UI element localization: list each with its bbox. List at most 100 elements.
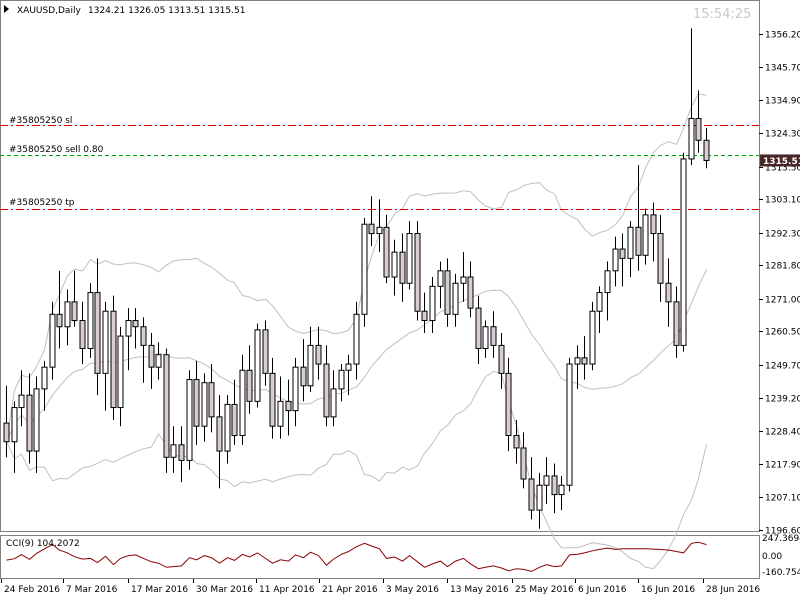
candle xyxy=(391,239,398,296)
candle xyxy=(574,345,581,389)
candle xyxy=(49,301,56,380)
price-tick-label: 1324.30 xyxy=(765,130,800,140)
candle-body xyxy=(581,357,588,365)
candle xyxy=(657,214,664,302)
candle-body xyxy=(657,233,664,284)
candle xyxy=(170,426,177,473)
candle xyxy=(292,357,299,427)
candle-body xyxy=(619,248,626,259)
candle-body xyxy=(528,478,535,511)
candle xyxy=(688,28,695,166)
candle-body xyxy=(132,320,139,328)
candle xyxy=(452,273,459,327)
candle-body xyxy=(543,475,550,486)
candle xyxy=(551,463,558,514)
candle-body xyxy=(688,118,695,160)
sell-line-label: #35805250 sell 0.80 xyxy=(9,145,104,155)
candle xyxy=(604,261,611,321)
candle xyxy=(558,475,565,511)
price-tick-label: 1207.10 xyxy=(765,494,800,504)
candle-body xyxy=(399,251,406,284)
candle-body xyxy=(695,118,702,141)
candle xyxy=(703,127,710,169)
candle xyxy=(665,258,672,327)
candle-body xyxy=(315,344,322,365)
main-chart-frame xyxy=(0,0,760,532)
candle xyxy=(589,301,596,371)
candle xyxy=(94,258,101,396)
candle-body xyxy=(596,292,603,312)
candle-body xyxy=(231,403,238,437)
candle-body xyxy=(520,447,527,480)
candle-body xyxy=(414,233,421,312)
candle-body xyxy=(536,484,543,511)
candle xyxy=(520,432,527,489)
candle-body xyxy=(338,369,345,390)
candle-body xyxy=(574,357,581,365)
candle xyxy=(87,283,94,358)
candle xyxy=(33,376,40,473)
cci-panel-frame xyxy=(0,535,760,579)
collapse-arrow-icon[interactable] xyxy=(4,5,9,13)
symbol-header: XAUUSD,Daily 1324.21 1326.05 1313.51 131… xyxy=(4,5,245,16)
candle xyxy=(695,90,702,153)
cci-tick-label: -160.7548 xyxy=(762,568,800,578)
time-tick-label: 28 Jun 2016 xyxy=(706,585,760,595)
candle-body xyxy=(110,310,117,409)
candle-body xyxy=(300,366,307,387)
candle-body xyxy=(56,313,63,328)
candle xyxy=(505,357,512,452)
candle-body xyxy=(26,394,33,452)
candle-body xyxy=(490,326,497,346)
candle xyxy=(467,261,474,318)
candle-body xyxy=(292,366,299,412)
candle xyxy=(140,317,147,383)
price-tick-label: 1249.70 xyxy=(765,362,800,372)
candle xyxy=(300,339,307,402)
candle-body xyxy=(216,416,223,452)
price-axis[interactable]: 1356.20 1345.70 1334.90 1324.30 1313.50 1303.… xyxy=(759,31,800,537)
price-tick-label: 1334.90 xyxy=(765,97,800,107)
candle xyxy=(406,221,413,290)
candle-body xyxy=(33,388,40,452)
candle-body xyxy=(307,344,314,387)
candle-body xyxy=(94,292,101,374)
candle-body xyxy=(239,369,246,437)
candle-body xyxy=(285,400,292,412)
server-clock: 15:54:25 xyxy=(693,7,751,22)
candle xyxy=(513,419,520,464)
candle-body xyxy=(87,292,94,350)
candle-body xyxy=(3,422,10,443)
price-tick-label: 1303.10 xyxy=(765,196,800,206)
candle xyxy=(353,301,360,380)
candle xyxy=(155,342,162,380)
candle-body xyxy=(125,320,132,337)
candle-body xyxy=(482,326,489,350)
candle-body xyxy=(406,233,413,284)
cci-tick-label: 247.3694 xyxy=(762,534,800,544)
candle xyxy=(125,308,132,371)
candle-body xyxy=(361,223,368,315)
time-axis[interactable]: 24 Feb 2016 7 Mar 2016 17 Mar 2016 30 Mar 2… xyxy=(1,579,761,595)
candle-body xyxy=(254,329,261,402)
candle-body xyxy=(102,310,109,374)
cci-tick-label: 0.00 xyxy=(762,552,782,562)
candle-body xyxy=(353,313,360,365)
time-tick-label: 21 Apr 2016 xyxy=(322,585,378,595)
candle xyxy=(330,370,337,427)
candle xyxy=(635,165,642,271)
candle xyxy=(254,323,261,408)
candle xyxy=(345,354,352,396)
candle xyxy=(399,233,406,302)
candle-body xyxy=(345,363,352,371)
candle xyxy=(421,292,428,333)
candle-body xyxy=(452,282,459,315)
candle-body xyxy=(11,407,18,443)
candle-body xyxy=(140,326,147,346)
candle xyxy=(269,357,276,439)
candle xyxy=(566,357,573,492)
candle xyxy=(56,270,63,349)
candle xyxy=(102,301,109,411)
candle-body xyxy=(650,214,657,235)
